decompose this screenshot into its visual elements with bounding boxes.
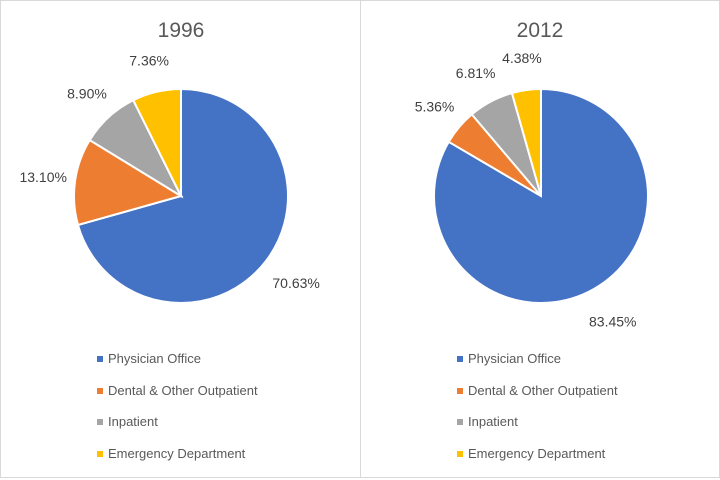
pie-slice-physician-office bbox=[76, 87, 289, 304]
chart-panel-1996: 1996 70.63% 13.10% 8.90% 7.36% Physician Of… bbox=[0, 0, 362, 478]
legend-item: Physician Office bbox=[97, 351, 258, 383]
legend-item: Emergency Department bbox=[97, 446, 258, 478]
legend-swatch bbox=[457, 387, 463, 394]
data-label: 4.38% bbox=[502, 50, 542, 66]
legend-label: Emergency Department bbox=[468, 445, 606, 461]
legend-swatch bbox=[457, 450, 463, 457]
legend-swatch bbox=[457, 419, 463, 425]
legend-label: Inpatient bbox=[108, 414, 158, 429]
pie-slice-emergency-department bbox=[510, 87, 542, 197]
data-label: 8.90% bbox=[67, 85, 107, 101]
data-label: 83.45% bbox=[589, 313, 636, 329]
legend-item: Emergency Department bbox=[457, 446, 618, 478]
legend-label: Emergency Department bbox=[108, 445, 246, 461]
data-label: 6.81% bbox=[456, 65, 496, 81]
legend-label: Dental & Other Outpatient bbox=[468, 382, 618, 398]
legend: Physician Office Dental & Other Outpatien… bbox=[97, 351, 258, 477]
legend-item: Inpatient bbox=[457, 414, 618, 446]
legend-item: Physician Office bbox=[457, 351, 618, 383]
chart-panel-2012: 2012 83.45% 5.36% 6.81% 4.38% Physician Off… bbox=[360, 0, 720, 478]
legend-label: Inpatient bbox=[468, 414, 518, 429]
pie-chart: 83.45% 5.36% 6.81% 4.38% bbox=[415, 50, 649, 329]
data-label: 70.63% bbox=[272, 275, 319, 291]
chart-title: 2012 bbox=[516, 19, 564, 42]
pie-chart: 70.63% 13.10% 8.90% 7.36% bbox=[19, 53, 320, 304]
pie-slice-dental-other-outpatient bbox=[73, 138, 184, 227]
pie-slice-emergency-department bbox=[131, 87, 182, 197]
legend-item: Inpatient bbox=[97, 414, 258, 446]
data-label: 13.10% bbox=[19, 169, 66, 185]
data-label: 5.36% bbox=[415, 98, 455, 114]
legend-item: Dental & Other Outpatient bbox=[457, 383, 618, 415]
data-label: 7.36% bbox=[129, 53, 169, 69]
legend-swatch bbox=[97, 387, 103, 394]
legend-swatch bbox=[97, 450, 103, 457]
chart-title: 1996 bbox=[157, 19, 205, 42]
legend-swatch bbox=[457, 356, 463, 362]
legend-item: Dental & Other Outpatient bbox=[97, 383, 258, 415]
legend-label: Dental & Other Outpatient bbox=[108, 382, 258, 398]
legend-label: Physician Office bbox=[108, 351, 201, 366]
legend: Physician Office Dental & Other Outpatien… bbox=[457, 351, 618, 477]
legend-label: Physician Office bbox=[468, 351, 561, 366]
legend-swatch bbox=[97, 356, 103, 362]
legend-swatch bbox=[97, 419, 103, 425]
